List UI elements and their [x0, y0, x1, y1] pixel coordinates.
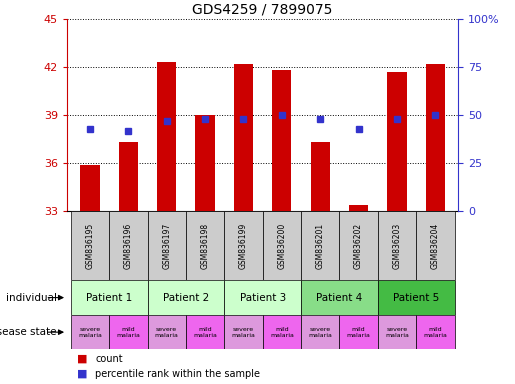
- Text: GSM836200: GSM836200: [278, 223, 286, 269]
- Bar: [272, 70, 291, 211]
- Bar: [147, 315, 186, 349]
- Text: ■: ■: [77, 369, 88, 379]
- Text: count: count: [95, 354, 123, 364]
- Bar: [378, 315, 416, 349]
- Text: GSM836203: GSM836203: [392, 223, 402, 269]
- Bar: [147, 280, 224, 315]
- Text: Patient 5: Patient 5: [393, 293, 439, 303]
- Text: severe
malaria: severe malaria: [232, 327, 255, 338]
- Text: mild
malaria: mild malaria: [193, 327, 217, 338]
- Bar: [224, 280, 301, 315]
- Text: individual: individual: [6, 293, 57, 303]
- Bar: [416, 211, 455, 280]
- Text: ■: ■: [77, 354, 88, 364]
- Bar: [109, 315, 147, 349]
- Bar: [224, 315, 263, 349]
- Bar: [387, 72, 406, 211]
- Bar: [80, 165, 99, 211]
- Bar: [71, 315, 109, 349]
- Text: severe
malaria: severe malaria: [385, 327, 409, 338]
- Bar: [157, 63, 176, 211]
- Bar: [234, 64, 253, 211]
- Bar: [109, 211, 147, 280]
- Bar: [186, 315, 224, 349]
- Bar: [119, 142, 138, 211]
- Bar: [224, 211, 263, 280]
- Text: severe
malaria: severe malaria: [308, 327, 332, 338]
- Bar: [71, 280, 147, 315]
- Bar: [349, 205, 368, 211]
- Text: mild
malaria: mild malaria: [347, 327, 370, 338]
- Bar: [196, 115, 215, 211]
- Text: Patient 2: Patient 2: [163, 293, 209, 303]
- Text: GSM836195: GSM836195: [85, 223, 94, 269]
- Text: Patient 1: Patient 1: [86, 293, 132, 303]
- Bar: [71, 211, 109, 280]
- Bar: [416, 315, 455, 349]
- Text: Patient 3: Patient 3: [239, 293, 286, 303]
- Text: percentile rank within the sample: percentile rank within the sample: [95, 369, 260, 379]
- Bar: [378, 211, 416, 280]
- Text: disease state: disease state: [0, 327, 57, 337]
- Text: GSM836199: GSM836199: [239, 223, 248, 269]
- Text: GSM836202: GSM836202: [354, 223, 363, 269]
- Bar: [339, 315, 378, 349]
- Bar: [147, 211, 186, 280]
- Bar: [301, 315, 339, 349]
- Text: GSM836197: GSM836197: [162, 223, 171, 269]
- Text: mild
malaria: mild malaria: [423, 327, 447, 338]
- Bar: [301, 211, 339, 280]
- Bar: [186, 211, 224, 280]
- Bar: [263, 211, 301, 280]
- Bar: [426, 64, 445, 211]
- Bar: [378, 280, 455, 315]
- Text: GSM836201: GSM836201: [316, 223, 325, 269]
- Text: Patient 4: Patient 4: [316, 293, 363, 303]
- Text: GSM836196: GSM836196: [124, 223, 133, 269]
- Text: GSM836204: GSM836204: [431, 223, 440, 269]
- Bar: [339, 211, 378, 280]
- Title: GDS4259 / 7899075: GDS4259 / 7899075: [193, 3, 333, 17]
- Text: GSM836198: GSM836198: [200, 223, 210, 269]
- Text: severe
malaria: severe malaria: [78, 327, 102, 338]
- Bar: [311, 142, 330, 211]
- Bar: [263, 315, 301, 349]
- Text: severe
malaria: severe malaria: [155, 327, 179, 338]
- Text: mild
malaria: mild malaria: [270, 327, 294, 338]
- Text: mild
malaria: mild malaria: [116, 327, 140, 338]
- Bar: [301, 280, 378, 315]
